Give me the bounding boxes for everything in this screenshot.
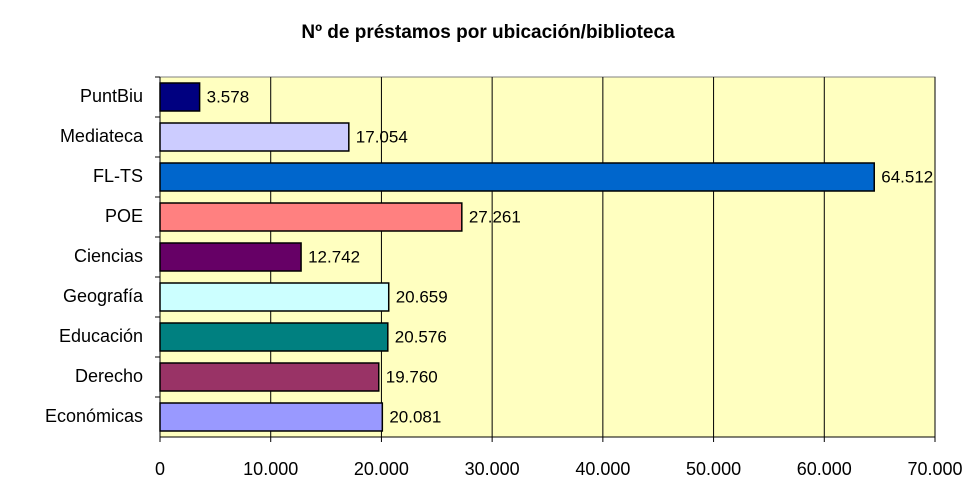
x-tick-label: 70.000: [907, 459, 962, 479]
x-tick-label: 10.000: [243, 459, 298, 479]
bar: [159, 82, 201, 112]
value-label: 20.576: [395, 327, 447, 346]
x-tick-label: 0: [155, 459, 165, 479]
bar: [159, 122, 350, 152]
x-tick-label: 60.000: [797, 459, 852, 479]
y-tick-label: Educación: [59, 326, 143, 346]
bar: [159, 162, 875, 192]
bar: [159, 242, 302, 272]
chart-title: Nº de préstamos por ubicación/biblioteca: [301, 22, 675, 43]
bar: [159, 282, 390, 312]
value-label: 19.760: [386, 367, 438, 386]
y-tick-label: POE: [105, 206, 143, 226]
bar: [159, 402, 384, 432]
y-tick-label: Mediateca: [60, 126, 144, 146]
value-label: 20.081: [389, 407, 441, 426]
x-tick-label: 50.000: [686, 459, 741, 479]
y-tick-label: Económicas: [45, 406, 143, 426]
value-label: 12.742: [308, 247, 360, 266]
value-label: 3.578: [207, 87, 250, 106]
value-label: 20.659: [396, 287, 448, 306]
y-tick-label: PuntBiu: [80, 86, 143, 106]
x-tick-label: 20.000: [354, 459, 409, 479]
value-label: 17.054: [356, 127, 408, 146]
x-tick-label: 30.000: [465, 459, 520, 479]
value-label: 64.512: [881, 167, 933, 186]
y-tick-label: Geografía: [63, 286, 144, 306]
x-tick-label: 40.000: [575, 459, 630, 479]
y-tick-label: FL-TS: [93, 166, 143, 186]
value-label: 27.261: [469, 207, 521, 226]
y-tick-label: Ciencias: [74, 246, 143, 266]
bar: [159, 322, 389, 352]
bar: [159, 362, 380, 392]
y-tick-label: Derecho: [75, 366, 143, 386]
bar: [159, 202, 463, 232]
